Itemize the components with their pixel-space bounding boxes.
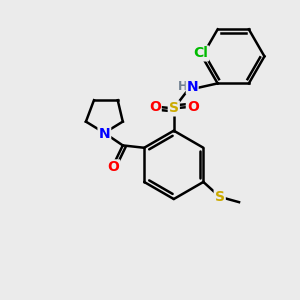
Text: H: H (178, 80, 188, 93)
Text: O: O (107, 160, 119, 174)
Text: O: O (187, 100, 199, 114)
Text: S: S (169, 101, 179, 116)
Text: S: S (215, 190, 225, 204)
Text: O: O (149, 100, 161, 114)
Text: N: N (186, 80, 198, 94)
Text: Cl: Cl (193, 46, 208, 60)
Text: N: N (98, 128, 110, 141)
